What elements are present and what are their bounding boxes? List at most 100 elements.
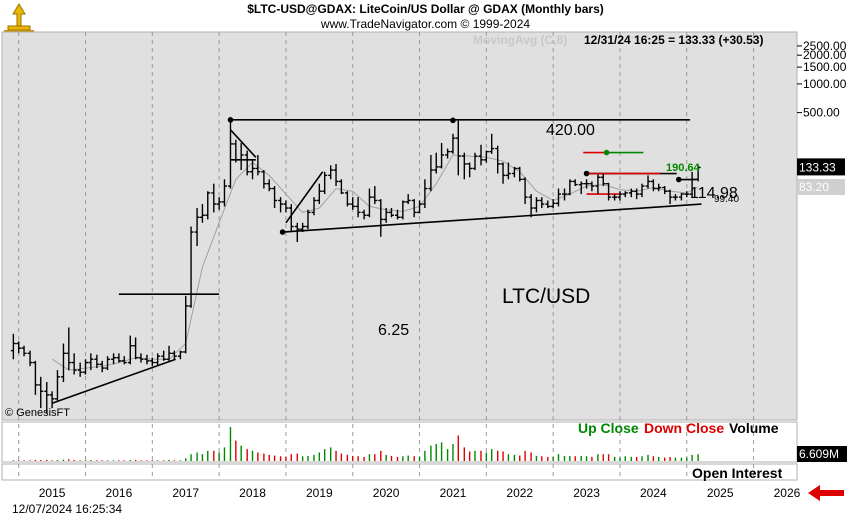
price-bar — [149, 357, 155, 367]
price-bar — [562, 188, 568, 201]
price-bar — [400, 200, 406, 220]
price-bar — [338, 179, 344, 195]
footer-timestamp: 12/07/2024 16:25:34 — [12, 502, 123, 516]
price-bar — [238, 143, 244, 171]
price-bar — [244, 150, 250, 176]
price-bar — [355, 197, 361, 218]
price-bar — [77, 362, 83, 377]
chart-subtitle: www.TradeNavigator.com © 1999-2024 — [320, 17, 531, 31]
price-bar — [366, 188, 372, 218]
price-bar — [394, 209, 400, 220]
level-625-label: 6.25 — [378, 322, 409, 339]
price-bar — [221, 179, 227, 207]
x-tick-label: 2020 — [373, 486, 400, 500]
price-bar — [350, 197, 356, 210]
chart-title: $LTC-USD@GDAX: LiteCoin/US Dollar @ GDAX… — [247, 2, 604, 16]
legend-open-interest: Open Interest — [692, 465, 783, 481]
price-bar — [44, 382, 50, 414]
ltc-usd-label: LTC/USD — [502, 285, 590, 308]
y-tick-label: 2000.00 — [803, 48, 847, 62]
x-tick-label: 2025 — [707, 486, 734, 500]
price-bar — [205, 191, 211, 220]
price-bar — [595, 174, 601, 195]
price-bar — [155, 353, 161, 367]
price-bar — [472, 152, 478, 171]
genesis-watermark: © GenesisFT — [5, 407, 70, 419]
price-bar — [116, 353, 122, 363]
ma-badge-bg — [797, 178, 845, 195]
price-bar — [383, 208, 389, 223]
volume-badge: 6.609M — [799, 447, 839, 461]
x-tick-label: 2016 — [106, 486, 133, 500]
price-bar — [66, 327, 72, 371]
price-bar — [333, 163, 339, 187]
pivot-dot — [227, 117, 234, 123]
price-bar — [612, 194, 618, 201]
price-bar — [10, 333, 16, 360]
price-bar — [483, 150, 489, 163]
x-tick-label: 2018 — [239, 486, 266, 500]
price-bar — [300, 222, 306, 233]
price-bar — [372, 186, 378, 205]
price-bar — [83, 359, 89, 375]
ma-badge: 83.20 — [799, 180, 829, 194]
price-bar — [450, 133, 456, 154]
price-bar — [517, 166, 523, 182]
price-bar — [227, 119, 233, 189]
price-bar — [105, 356, 111, 371]
price-bar — [445, 148, 451, 159]
price-bar — [678, 192, 684, 201]
price-bar — [211, 183, 217, 213]
price-bar — [689, 171, 695, 198]
scroll-left-arrow-icon[interactable] — [806, 483, 846, 503]
pivot-dot — [450, 117, 456, 124]
price-bar — [634, 188, 640, 200]
price-bar — [433, 152, 439, 174]
price-bar — [645, 175, 651, 189]
price-bar — [21, 345, 27, 357]
price-bar — [405, 194, 411, 205]
price-bar — [233, 139, 239, 163]
x-tick-label: 2019 — [306, 486, 333, 500]
price-bar — [417, 200, 423, 214]
price-bar — [94, 354, 100, 369]
price-bar — [545, 200, 551, 209]
price-bar — [533, 197, 539, 213]
price-bar — [511, 166, 517, 178]
price-bar — [111, 353, 117, 365]
x-tick-label: 2026 — [774, 486, 801, 500]
price-bar — [422, 179, 428, 209]
price-bar — [272, 186, 278, 209]
price-bar — [27, 350, 33, 367]
price-bar — [49, 391, 55, 409]
price-bar — [528, 194, 534, 218]
price-bar — [344, 191, 350, 207]
legend-up-close: Up Close — [578, 420, 639, 436]
price-bar — [505, 162, 511, 180]
price-bar — [171, 350, 177, 360]
legend-down-close: Down Close — [644, 420, 724, 436]
price-bar — [600, 173, 606, 187]
price-bar — [662, 186, 668, 195]
x-tick-label: 2023 — [573, 486, 600, 500]
price-bar — [639, 183, 645, 198]
price-bar — [278, 197, 284, 213]
price-bar — [121, 356, 127, 365]
price-bar — [138, 353, 144, 363]
price-bar — [216, 197, 222, 210]
price-bar — [556, 188, 561, 207]
price-bar — [71, 353, 77, 375]
y-tick-label: 1000.00 — [803, 77, 847, 91]
price-bar — [54, 370, 60, 401]
price-bar — [495, 145, 501, 174]
price-bar — [161, 350, 167, 361]
price-bar — [294, 222, 300, 243]
indicator-name: MovingAvg (C,8) — [473, 33, 567, 47]
moving-average-line — [51, 154, 699, 371]
price-bar — [439, 143, 445, 169]
y-tick-label: 1500.00 — [803, 60, 847, 74]
price-bar — [361, 209, 367, 220]
price-bar — [695, 165, 701, 182]
price-bar — [656, 183, 662, 192]
